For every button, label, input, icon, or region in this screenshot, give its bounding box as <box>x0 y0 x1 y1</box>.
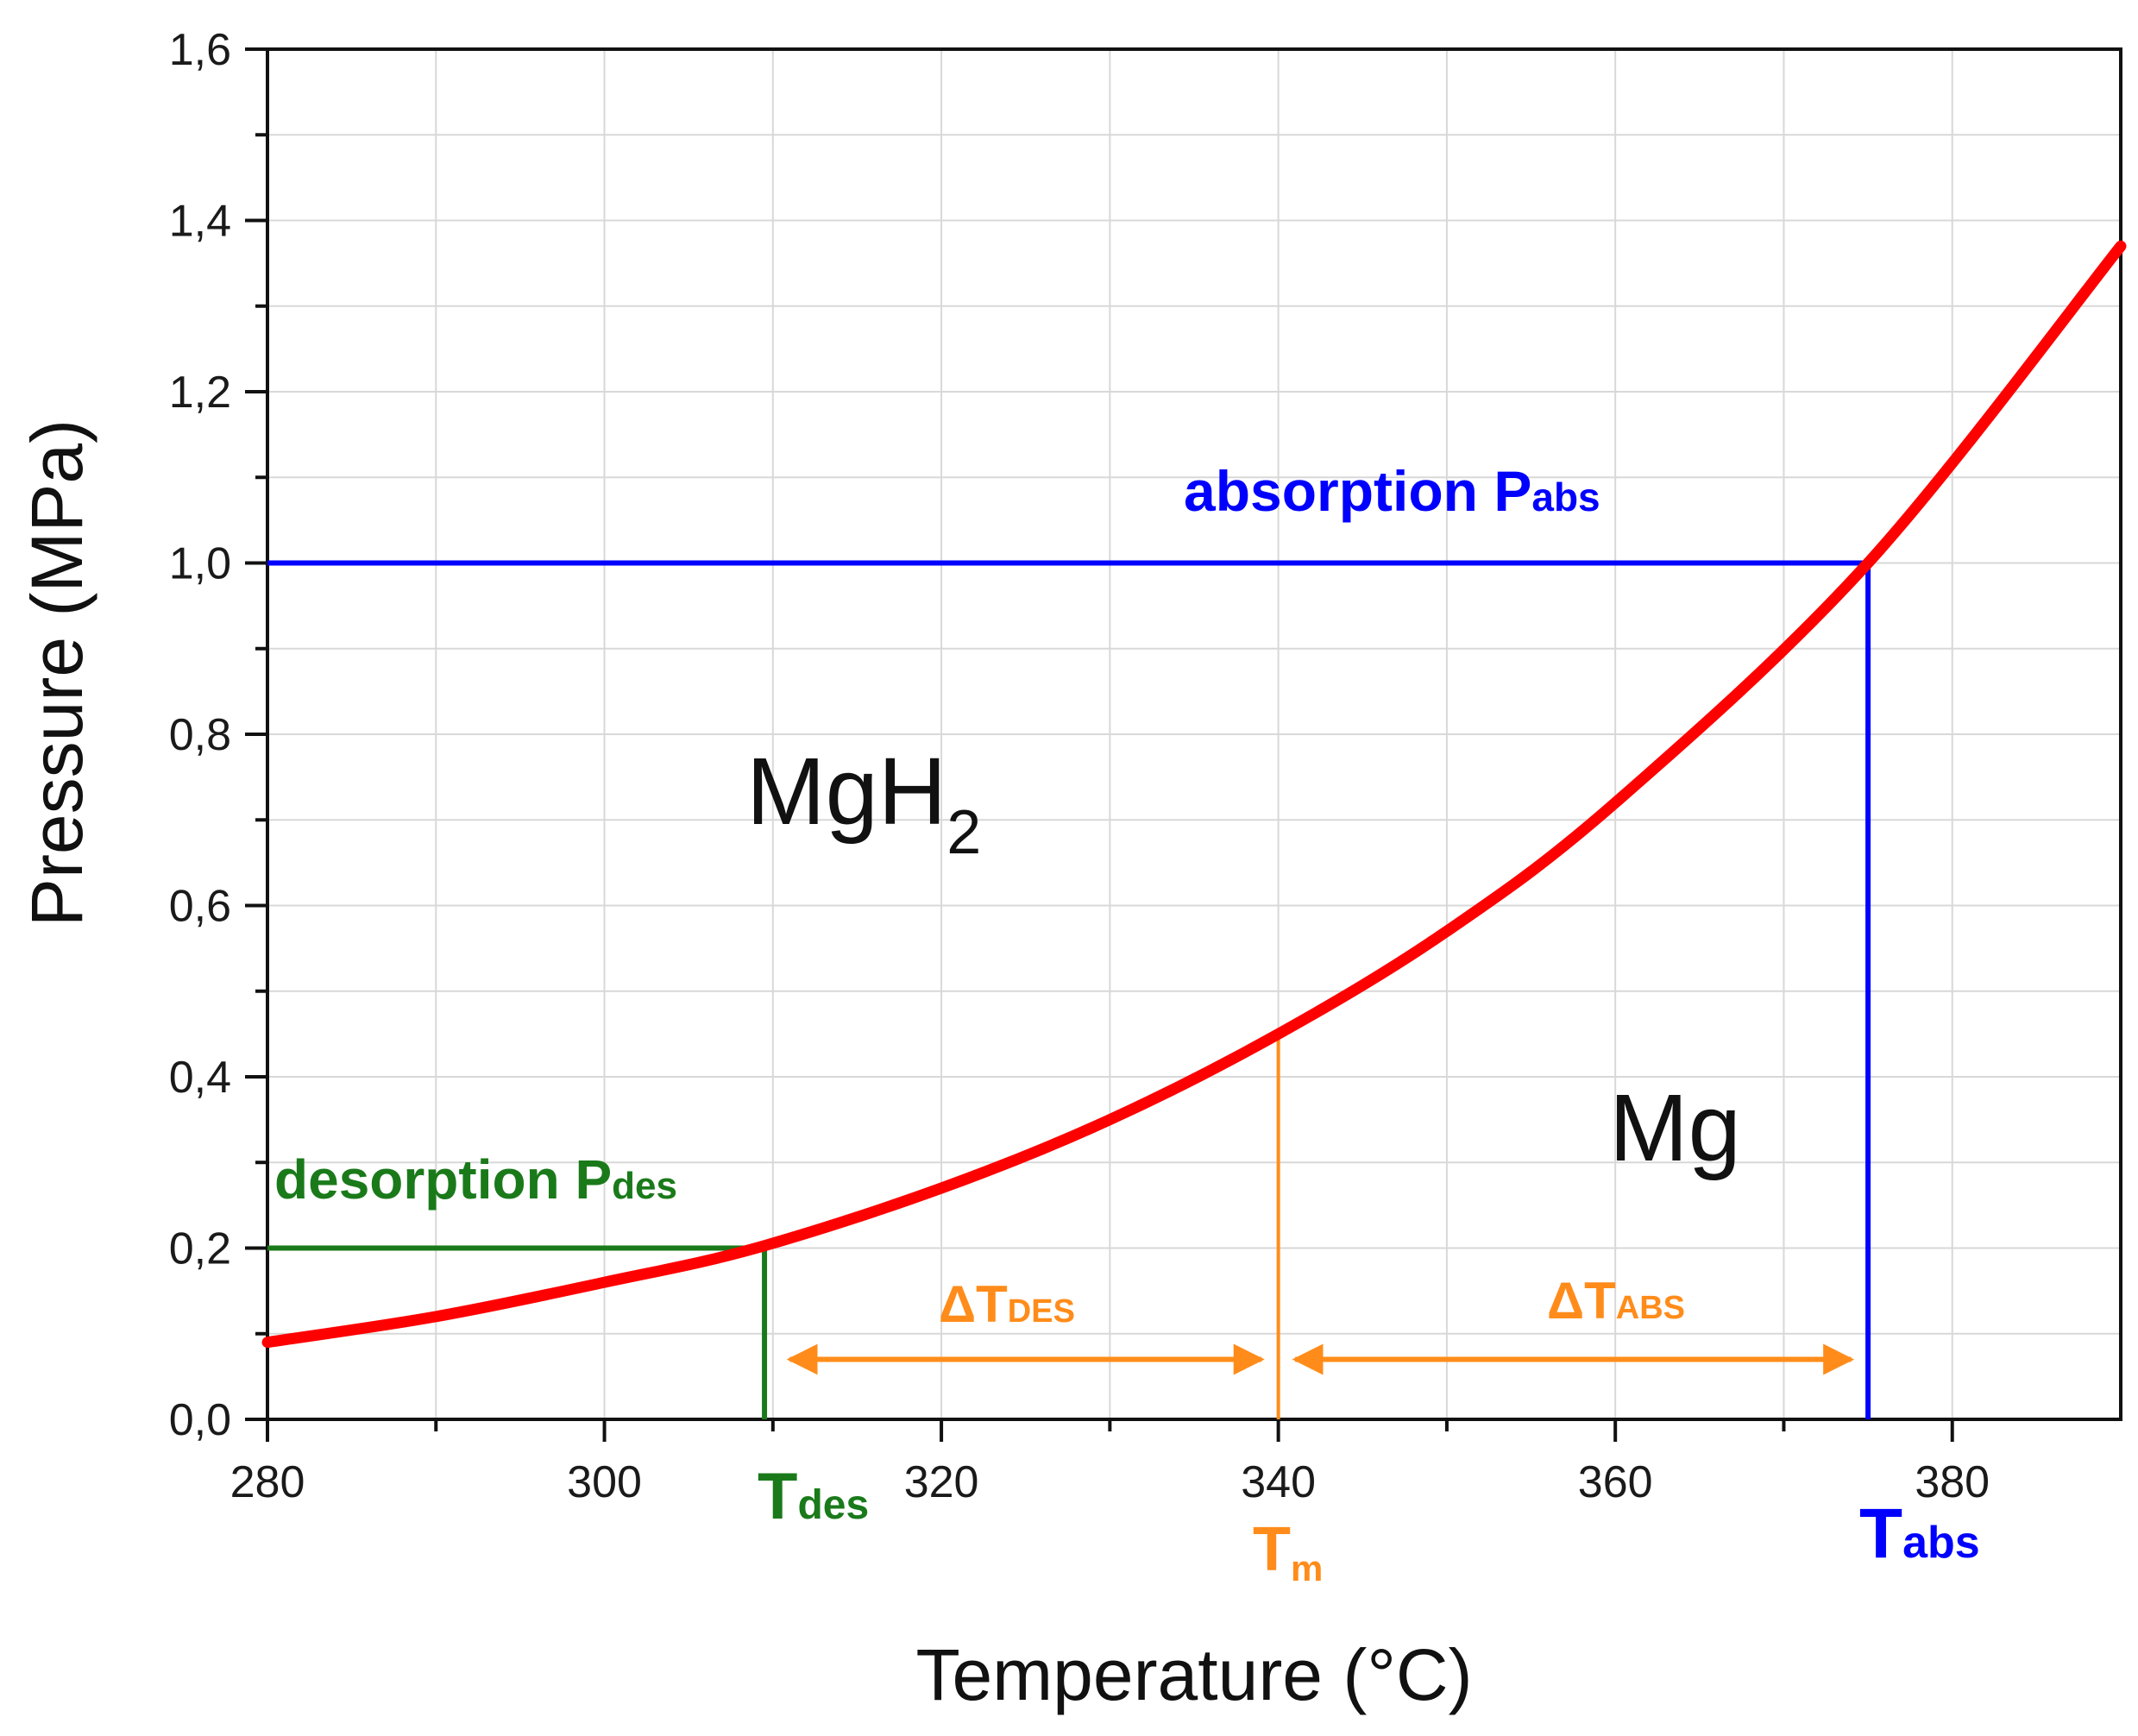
delta-t-abs-label-main: ΔT <box>1547 1272 1616 1330</box>
t-m-label: Tm <box>1253 1515 1323 1588</box>
y-tick-label: 0,0 <box>169 1395 231 1445</box>
y-axis-title: Pressure (MPa) <box>16 419 97 927</box>
y-tick-label: 0,6 <box>169 882 231 932</box>
desorption-label-main: desorption P <box>274 1148 612 1211</box>
t-m-label-sub: m <box>1291 1548 1323 1588</box>
y-tick-label: 1,0 <box>169 539 231 589</box>
y-tick-label: 0,8 <box>169 710 231 760</box>
delta-t-abs-label-sub: ABS <box>1616 1290 1685 1326</box>
y-tick-label: 0,2 <box>169 1224 231 1274</box>
grid <box>267 49 2121 1419</box>
t-m-label-main: T <box>1253 1515 1291 1584</box>
major-ticks <box>245 47 1954 1442</box>
region-mg-label: Mg <box>1609 1075 1741 1181</box>
x-tick-label: 320 <box>904 1457 979 1507</box>
region-mgh2-main: MgH <box>746 739 946 845</box>
x-tick-label: 380 <box>1915 1457 1990 1507</box>
delta-t-des-label-sub: DES <box>1008 1293 1075 1330</box>
region-mgh2-sub: 2 <box>946 798 981 867</box>
absorption-label: absorption Pabs <box>1184 459 1600 523</box>
x-axis-title: Temperature (°C) <box>915 1634 1472 1715</box>
minor-ticks <box>255 133 1786 1431</box>
x-tick-label: 360 <box>1578 1457 1653 1507</box>
t-abs-label-sub: abs <box>1902 1518 1980 1568</box>
delta-t-des-label-main: ΔT <box>939 1275 1008 1333</box>
t-des-label-main: T <box>758 1460 797 1533</box>
absorption-label-main: absorption P <box>1184 459 1531 523</box>
y-tick-label: 0,4 <box>169 1053 231 1103</box>
y-tick-label: 1,6 <box>169 25 231 75</box>
x-tick-label: 280 <box>230 1457 305 1507</box>
x-tick-label: 340 <box>1241 1457 1316 1507</box>
series-equilibrium-curve <box>261 240 2127 1349</box>
t-des-label-sub: des <box>797 1482 869 1528</box>
t-abs-label: Tabs <box>1859 1494 1980 1573</box>
desorption-label-sub: des <box>612 1165 677 1207</box>
absorption-label-sub: abs <box>1531 475 1600 519</box>
x-tick-label: 300 <box>567 1457 642 1507</box>
y-tick-label: 1,4 <box>169 197 231 247</box>
y-tick-label: 1,2 <box>169 368 231 418</box>
y-tick-labels: 0,0 0,2 0,4 0,6 0,8 1,0 1,2 1,4 1,6 <box>169 25 231 1445</box>
x-tick-labels: 280 300 320 340 360 380 <box>230 1457 1990 1507</box>
region-mgh2-label: MgH2 <box>746 739 981 867</box>
t-abs-label-main: T <box>1859 1494 1902 1573</box>
delta-t-abs-label: ΔTABS <box>1547 1272 1685 1330</box>
desorption-label: desorption Pdes <box>274 1148 677 1211</box>
delta-t-des-label: ΔTDES <box>939 1275 1075 1333</box>
t-des-label: Tdes <box>758 1460 869 1533</box>
